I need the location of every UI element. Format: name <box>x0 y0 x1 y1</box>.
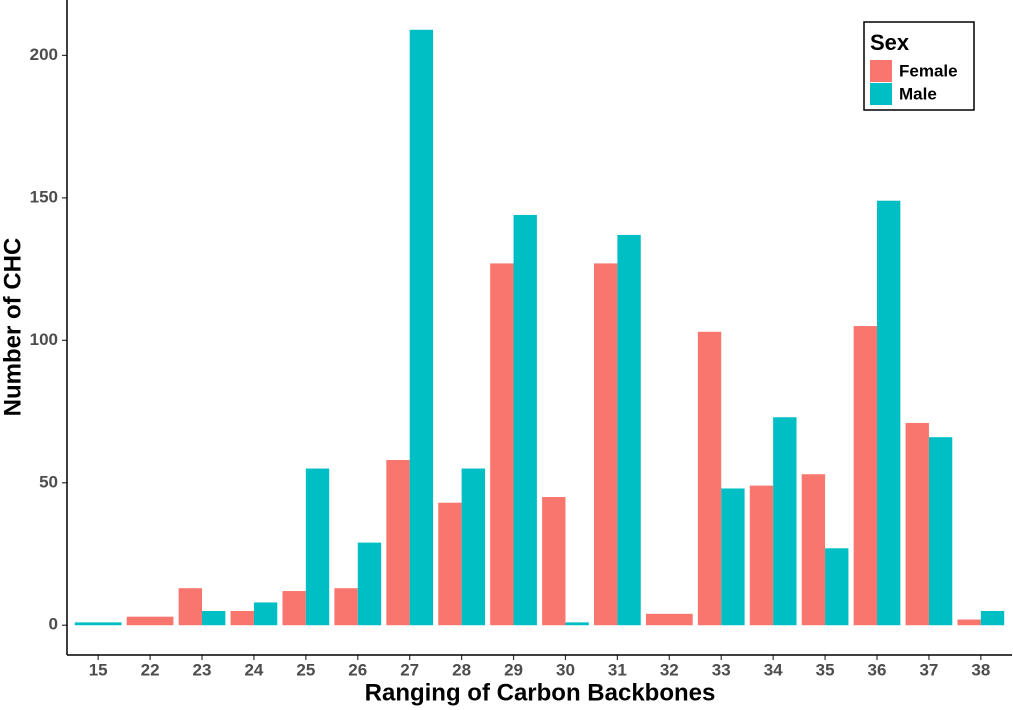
legend-swatch <box>870 83 892 105</box>
x-tick-label: 25 <box>296 660 315 679</box>
x-tick-label: 35 <box>816 660 835 679</box>
bar <box>461 468 485 626</box>
x-tick-label: 33 <box>712 660 731 679</box>
bar <box>617 234 641 626</box>
bar <box>490 263 514 626</box>
bar <box>202 610 226 626</box>
bar <box>126 616 174 626</box>
x-tick-label: 36 <box>868 660 887 679</box>
x-tick-label: 31 <box>608 660 627 679</box>
legend-label: Male <box>899 84 937 103</box>
bar <box>230 610 254 626</box>
legend-swatch <box>870 60 892 82</box>
bar <box>253 602 278 626</box>
y-tick-label: 100 <box>30 330 58 349</box>
x-tick-label: 22 <box>141 660 160 679</box>
legend-label: Female <box>899 61 958 80</box>
bar <box>957 619 981 626</box>
bar <box>721 488 745 626</box>
x-tick-label: 30 <box>556 660 575 679</box>
x-tick-label: 27 <box>400 660 419 679</box>
bar <box>877 200 901 626</box>
x-tick-label: 23 <box>193 660 212 679</box>
x-tick-label: 28 <box>452 660 471 679</box>
bar <box>749 485 774 626</box>
x-tick-label: 29 <box>504 660 523 679</box>
x-tick-label: 34 <box>764 660 783 679</box>
bar <box>438 502 462 626</box>
x-axis-title: Ranging of Carbon Backbones <box>365 679 716 706</box>
bar <box>697 331 722 626</box>
bar <box>801 474 826 626</box>
bar <box>74 622 122 626</box>
bar <box>305 468 330 626</box>
bar <box>386 459 410 626</box>
bar <box>334 588 358 626</box>
x-tick-label: 38 <box>971 660 990 679</box>
bar <box>825 548 849 626</box>
x-tick-label: 24 <box>244 660 263 679</box>
bar <box>645 613 693 626</box>
y-tick-label: 200 <box>30 45 58 64</box>
bar <box>178 588 202 626</box>
x-tick-label: 32 <box>660 660 679 679</box>
legend-title: Sex <box>870 30 910 55</box>
bar <box>928 437 953 626</box>
x-tick-label: 37 <box>919 660 938 679</box>
bar <box>565 622 589 626</box>
y-tick-label: 50 <box>39 472 58 491</box>
bar <box>905 422 929 626</box>
bar <box>980 610 1005 626</box>
bar <box>409 29 434 626</box>
bar <box>594 263 618 626</box>
bar <box>853 326 877 626</box>
bar <box>542 497 566 626</box>
x-tick-label: 15 <box>89 660 108 679</box>
bar <box>282 591 306 626</box>
y-tick-label: 150 <box>30 187 58 206</box>
y-axis-title: Number of CHC <box>0 238 26 417</box>
x-tick-label: 26 <box>348 660 367 679</box>
bar <box>357 542 382 626</box>
bar <box>513 214 537 626</box>
bar <box>773 417 797 626</box>
y-tick-label: 0 <box>49 615 58 634</box>
